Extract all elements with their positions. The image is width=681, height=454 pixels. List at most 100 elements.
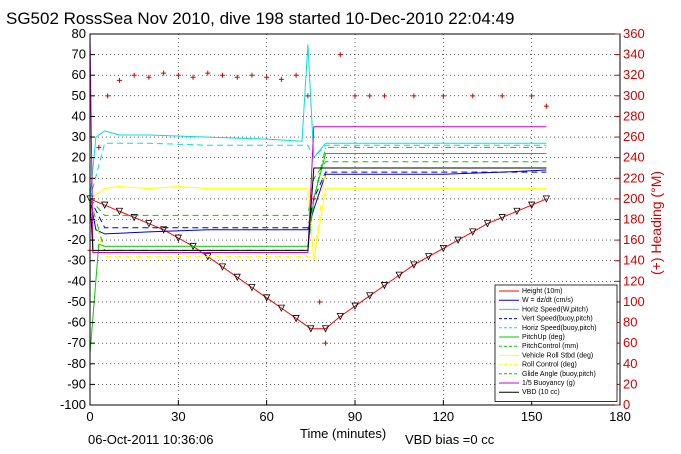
footer-vbd-bias: VBD bias =0 cc — [405, 432, 495, 447]
y-tick-label: -10 — [67, 212, 86, 227]
y2-tick-label: 360 — [623, 26, 645, 41]
series-layer — [86, 33, 551, 354]
heading-marker — [337, 52, 343, 58]
y2-tick-label: 100 — [623, 294, 645, 309]
legend-entry: PitchUp (deg) — [522, 334, 565, 341]
legend-entry: Horiz Speed(W,pitch) — [522, 306, 588, 313]
legend-entry: VBD (10 cc) — [522, 389, 560, 396]
heading-marker — [131, 72, 137, 78]
y2-axis-label: (+) Heading (°M) — [648, 171, 664, 275]
heading-marker — [293, 72, 299, 78]
heading-marker — [278, 76, 284, 82]
heading-marker — [116, 77, 122, 83]
y2-tick-label: 240 — [623, 150, 645, 165]
y-tick-label: -70 — [67, 335, 86, 350]
legend-entry: Glide Angle (buoy,pitch) — [522, 371, 596, 378]
height-marker — [307, 325, 315, 333]
series-line-9 — [89, 146, 547, 251]
height-marker — [233, 273, 241, 282]
height-marker — [528, 201, 536, 209]
y2-tick-label: 0 — [623, 397, 630, 412]
y-tick-label: -60 — [67, 315, 86, 330]
series-line-5 — [89, 153, 547, 354]
height-marker — [218, 263, 227, 271]
x-tick-label: 150 — [521, 409, 543, 424]
y2-tick-label: 200 — [623, 191, 645, 206]
legend-entry: W = dz/dt (cm/s) — [522, 297, 573, 304]
legend-entry: Roll Control (deg) — [522, 362, 577, 369]
y2-tick-label: 320 — [623, 67, 645, 82]
y-tick-label: -40 — [67, 273, 86, 288]
x-tick-label: 0 — [86, 409, 93, 424]
heading-marker — [352, 93, 358, 99]
y2-tick-label: 340 — [623, 47, 645, 62]
heading-marker — [440, 93, 446, 99]
footer-timestamp: 06-Oct-2011 10:36:06 — [88, 432, 214, 447]
y-tick-label: 50 — [72, 88, 86, 103]
y2-tick-label: 260 — [623, 129, 645, 144]
y-tick-label: 20 — [72, 150, 86, 165]
heading-marker — [529, 93, 535, 99]
heading-marker — [161, 70, 167, 76]
heading-marker — [190, 74, 196, 80]
height-marker — [454, 236, 462, 245]
height-marker — [483, 220, 492, 228]
series-line-1 — [89, 169, 547, 235]
height-marker — [277, 304, 286, 313]
y-tick-label: -90 — [67, 376, 86, 391]
legend-entry: 1/5 Buoyancy (g) — [522, 380, 575, 387]
heading-marker — [96, 144, 102, 150]
y-tick-label: 10 — [72, 170, 86, 185]
height-marker — [366, 292, 374, 300]
height-marker — [101, 201, 109, 209]
y2-tick-label: 140 — [623, 253, 645, 268]
series-line-10 — [89, 33, 547, 253]
y2-tick-label: 120 — [623, 273, 645, 288]
height-marker — [130, 214, 138, 222]
x-axis: 0 30 60 90 120 150 180 — [86, 400, 631, 424]
legend: Height (10m) W = dz/dt (cm/s) Horiz Speed(… — [494, 284, 618, 402]
legend-entry: PitchControl (mm) — [522, 343, 578, 350]
height-marker — [395, 271, 403, 280]
height-marker — [336, 312, 344, 321]
series-line-0 — [89, 198, 547, 330]
legend-entry: Vehicle Roll Stbd (deg) — [522, 352, 593, 359]
height-marker — [263, 294, 271, 302]
heading-marker — [146, 74, 152, 80]
x-tick-label: 30 — [171, 409, 185, 424]
heading-marker — [470, 93, 476, 99]
y-axis-left: -100-90-80-70-60-50-40-30-20-10010203040… — [60, 26, 95, 412]
legend-entry: Horiz Speed(buoy,pitch) — [522, 325, 597, 332]
series-line-11 — [89, 167, 547, 251]
series-line-4 — [89, 142, 547, 200]
height-marker — [159, 226, 168, 234]
heading-marker — [323, 340, 329, 346]
legend-entry: Height (10m) — [522, 288, 562, 295]
heading-marker — [305, 93, 311, 99]
heading-marker — [205, 70, 211, 76]
legend-entry: Vert Speed(buoy,pitch) — [522, 316, 593, 323]
y2-tick-label: 280 — [623, 108, 645, 123]
y-tick-label: 80 — [72, 26, 86, 41]
x-tick-label: 90 — [348, 409, 362, 424]
series-line-2 — [89, 44, 547, 199]
heading-marker — [499, 93, 505, 99]
y2-tick-label: 220 — [623, 170, 645, 185]
height-marker — [380, 282, 389, 290]
height-marker — [424, 253, 433, 261]
height-marker — [248, 284, 256, 292]
y2-tick-label: 180 — [623, 212, 645, 227]
heading-marker — [381, 93, 387, 99]
height-marker — [321, 325, 330, 333]
y2-tick-label: 40 — [623, 356, 637, 371]
heading-marker — [220, 72, 225, 78]
heading-marker — [317, 299, 323, 305]
x-tick-label: 60 — [259, 409, 273, 424]
x-axis-label: Time (minutes) — [300, 426, 386, 441]
x-tick-label: 180 — [609, 409, 631, 424]
y2-tick-label: 20 — [623, 376, 637, 391]
y-tick-label: -20 — [67, 232, 86, 247]
x-tick-label: 120 — [432, 409, 454, 424]
height-marker — [351, 302, 359, 310]
